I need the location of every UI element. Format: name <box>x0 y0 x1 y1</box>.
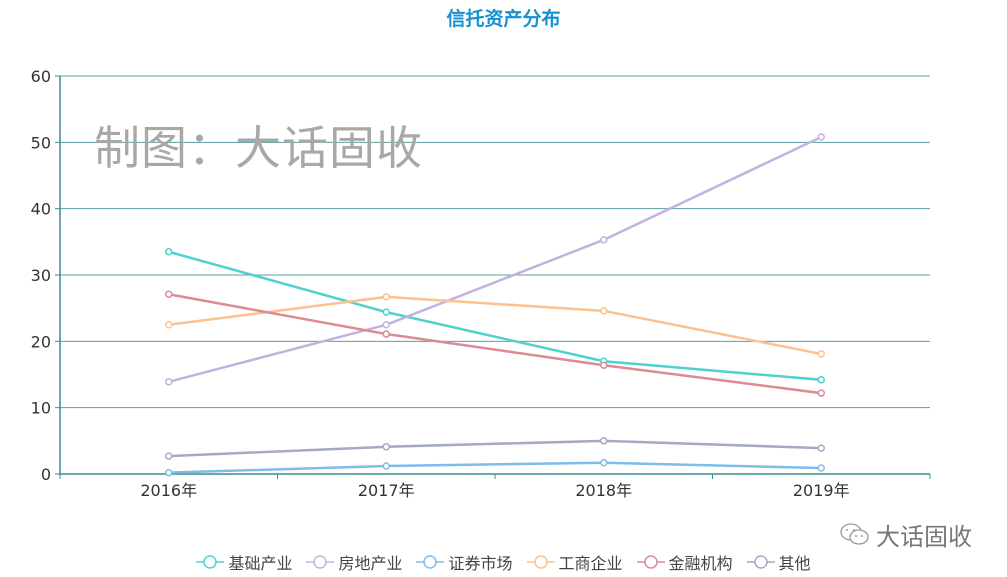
legend-marker-icon <box>746 555 775 569</box>
data-point <box>382 321 390 329</box>
data-point <box>600 236 608 244</box>
legend: 基础产业 房地产业 证券市场 工商企业 金融机构 其他 <box>0 550 1007 574</box>
series-line <box>168 135 822 384</box>
x-tick-label: 2017年 <box>358 481 415 500</box>
data-point <box>600 437 608 445</box>
legend-label: 金融机构 <box>668 554 733 573</box>
data-point <box>817 133 825 141</box>
legend-item[interactable]: 金融机构 <box>636 550 733 574</box>
legend-item[interactable]: 工商企业 <box>526 550 623 574</box>
data-point <box>817 464 825 472</box>
legend-marker-icon <box>526 555 555 569</box>
legend-item[interactable]: 其他 <box>746 550 811 574</box>
x-tick-label: 2018年 <box>575 481 632 500</box>
legend-item[interactable]: 证券市场 <box>416 550 513 574</box>
y-tick-label: 0 <box>41 465 51 484</box>
y-tick-label: 20 <box>31 332 51 351</box>
y-tick-label: 30 <box>31 266 51 285</box>
chart-title: 信托资产分布 <box>446 8 561 30</box>
legend-label: 证券市场 <box>448 554 513 573</box>
series-line <box>168 461 822 474</box>
y-tick-label: 50 <box>31 133 51 152</box>
data-point <box>600 458 608 467</box>
legend-label: 其他 <box>778 554 811 573</box>
legend-item[interactable]: 基础产业 <box>196 550 292 574</box>
legend-label: 工商企业 <box>558 554 623 573</box>
series-line <box>168 293 822 395</box>
brand-text: 大话固收 <box>876 523 972 551</box>
legend-marker-icon <box>306 555 335 569</box>
series-line <box>168 439 822 458</box>
data-point <box>600 307 608 315</box>
data-point <box>600 361 608 369</box>
legend-item[interactable]: 房地产业 <box>306 550 402 574</box>
legend-label: 基础产业 <box>228 554 293 573</box>
data-point <box>817 444 825 452</box>
data-point <box>382 308 390 316</box>
data-point <box>165 452 173 460</box>
data-point <box>382 443 390 451</box>
data-point <box>165 290 173 298</box>
legend-marker-icon <box>416 555 445 569</box>
data-point <box>382 330 390 338</box>
legend-marker-icon <box>636 555 665 569</box>
data-point <box>165 468 173 477</box>
data-point <box>165 248 173 256</box>
x-tick-label: 2016年 <box>140 481 197 500</box>
series-line <box>168 250 822 382</box>
y-tick-label: 40 <box>31 200 51 219</box>
wechat-icon <box>840 522 869 545</box>
watermark: 制图：大话固收 <box>94 121 423 175</box>
data-point <box>817 376 825 384</box>
x-tick-label: 2019年 <box>793 481 850 500</box>
series-line <box>168 295 822 356</box>
legend-marker-icon <box>196 555 225 569</box>
data-point <box>382 293 390 301</box>
data-point <box>382 462 390 470</box>
y-tick-label: 60 <box>31 67 51 86</box>
data-point <box>817 350 825 358</box>
data-point <box>165 321 173 329</box>
y-tick-label: 10 <box>31 399 51 418</box>
data-point <box>165 378 173 386</box>
data-point <box>817 389 825 397</box>
brand: 大话固收 <box>840 517 972 552</box>
legend-label: 房地产业 <box>338 554 403 573</box>
